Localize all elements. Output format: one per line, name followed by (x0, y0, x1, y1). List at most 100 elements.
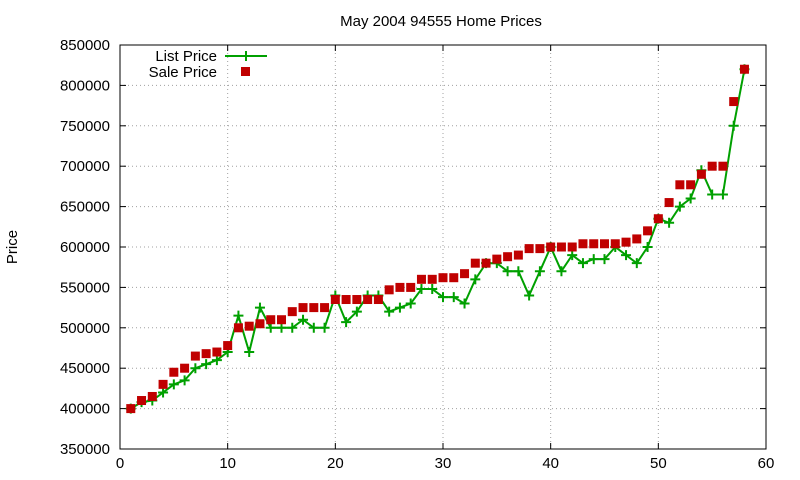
sale-price-point (556, 242, 566, 252)
sale-price-point (675, 180, 685, 190)
x-tick-label: 30 (435, 455, 452, 472)
list-price-point (276, 322, 287, 333)
list-price-point (308, 322, 319, 333)
list-price-point (556, 266, 567, 277)
sale-price-point (363, 295, 373, 305)
sale-price-point (309, 303, 319, 313)
sale-price-point (255, 319, 265, 329)
list-price-point (254, 302, 265, 313)
list-price-point (599, 254, 610, 265)
sale-price-point (481, 258, 491, 268)
y-tick-label: 850000 (60, 37, 110, 54)
x-tick-label: 20 (327, 455, 344, 472)
sale-price-point (330, 295, 340, 305)
y-tick-label: 500000 (60, 320, 110, 337)
list-price-point (201, 359, 212, 370)
sale-price-point (277, 315, 286, 325)
sale-price-point (513, 250, 523, 260)
sale-price-point (524, 244, 534, 254)
sale-price-point (169, 367, 179, 377)
sale-price-point (244, 321, 254, 331)
list-price-point (588, 254, 599, 265)
series-layer (125, 64, 750, 414)
list-price-point (567, 250, 578, 261)
legend-label-sale-price: Sale Price (149, 64, 217, 81)
sale-price-point (180, 363, 190, 373)
sale-price-point (212, 347, 222, 357)
list-price-point (717, 189, 728, 200)
sale-price-point (567, 242, 577, 252)
list-price-point (513, 266, 524, 277)
y-tick-label: 350000 (60, 441, 110, 458)
legend-label-list-price: List Price (155, 48, 217, 65)
sale-price-point (503, 252, 513, 262)
list-price-point (664, 217, 675, 228)
sale-price-point (298, 303, 308, 313)
sale-price-point (643, 226, 653, 236)
sale-price-point (201, 349, 211, 359)
sale-price-point (664, 198, 674, 208)
list-price-point (534, 266, 545, 277)
list-price-point (211, 355, 222, 366)
x-tick-label: 40 (542, 455, 559, 472)
sale-price-point (621, 237, 631, 247)
sale-price-point (320, 303, 330, 313)
list-price-point (384, 306, 395, 317)
list-price-point (448, 292, 459, 303)
sale-price-point (373, 295, 383, 305)
sale-price-point (384, 285, 394, 295)
sale-price-point (739, 64, 749, 74)
legend: List Price Sale Price (149, 48, 267, 81)
sale-price-point (470, 258, 480, 268)
sale-price-point (610, 239, 620, 249)
legend-marker-sale-price (241, 67, 250, 76)
sale-price-point (406, 282, 416, 292)
sale-price-point (287, 307, 297, 317)
legend-marker-list-price (241, 51, 251, 61)
sale-price-point (233, 323, 243, 333)
grid-lines (120, 45, 766, 449)
sale-price-point (126, 404, 136, 414)
list-price-point (674, 201, 685, 212)
axis-ticks: 350000 400000 450000 500000 550000 600000 6500… (60, 37, 774, 472)
list-price-point (577, 258, 588, 269)
list-price-point (233, 310, 244, 321)
list-price-point (287, 322, 298, 333)
sale-price-point (578, 239, 588, 249)
x-tick-label: 60 (758, 455, 775, 472)
sale-price-point (653, 214, 663, 224)
chart-title: May 2004 94555 Home Prices (340, 13, 542, 30)
list-price-point (298, 314, 309, 325)
sale-price-point (460, 269, 470, 279)
list-price-line (130, 69, 746, 410)
list-price-point (685, 193, 696, 204)
sale-price-point (546, 242, 556, 252)
x-tick-label: 10 (219, 455, 236, 472)
list-price-point (158, 387, 169, 398)
list-price-point (394, 302, 405, 313)
list-price-point (244, 347, 255, 358)
list-price-point (341, 317, 352, 328)
sale-price-point (158, 379, 168, 389)
list-price-point (728, 120, 739, 131)
list-price-point (416, 284, 427, 295)
sale-price-point (535, 244, 545, 254)
list-price-point (427, 284, 438, 295)
list-price-point (459, 298, 470, 309)
list-price-point (351, 306, 362, 317)
y-tick-label: 650000 (60, 199, 110, 216)
sale-price-point (137, 396, 147, 406)
sale-price-point (600, 239, 609, 249)
sale-price-point (223, 341, 233, 351)
y-tick-label: 450000 (60, 360, 110, 377)
sale-price-point (707, 161, 717, 171)
y-tick-label: 750000 (60, 118, 110, 135)
sale-price-point (589, 239, 599, 249)
sale-price-point (341, 295, 351, 305)
sale-price-point (395, 282, 405, 292)
y-tick-label: 400000 (60, 401, 110, 418)
y-tick-label: 600000 (60, 239, 110, 256)
sale-price-point (190, 351, 200, 361)
sale-price-point (696, 169, 706, 179)
